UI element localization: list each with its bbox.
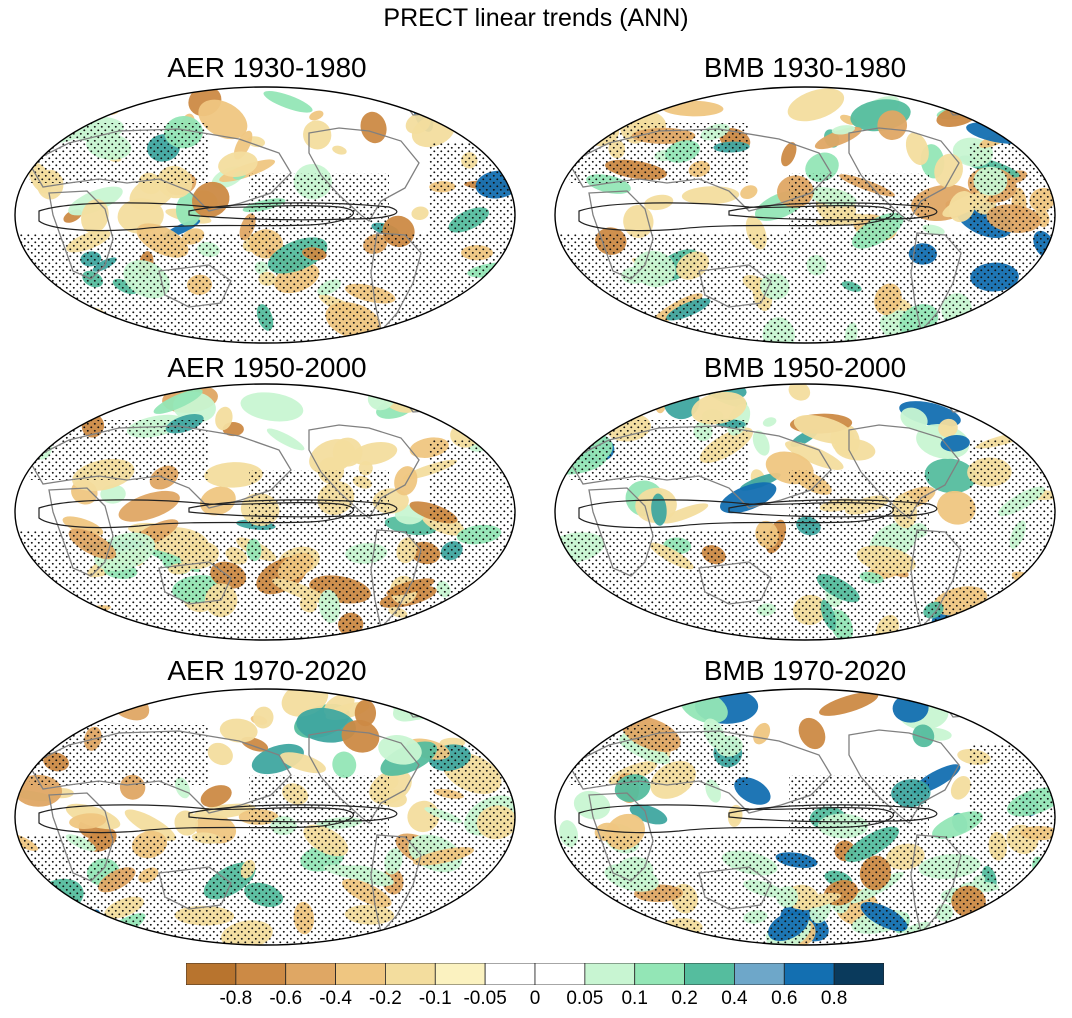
colorbar-swatch [484, 963, 536, 985]
map-panel-bmb-1950-2000 [549, 380, 1061, 644]
panel-title-aer-1930-1980: AER 1930-1980 [167, 52, 367, 83]
colorbar-tick-label: 0.6 [771, 988, 798, 1009]
colorbar-swatch [634, 963, 685, 985]
colorbar-tick-label: 0 [529, 988, 541, 1009]
map-panel-bmb-1970-2020 [549, 685, 1061, 949]
colorbar-tick-label: 0.1 [621, 988, 648, 1009]
colorbar-swatch [385, 963, 436, 985]
colorbar-tick-label: -0.1 [418, 988, 452, 1009]
colorbar-swatch [335, 963, 386, 985]
panel-title-bmb-1950-2000: BMB 1950-2000 [703, 352, 907, 383]
colorbar-tick-label: -0.4 [319, 988, 352, 1009]
colorbar-labels: -0.8 -0.6 -0.4 -0.2 -0.1 -0.05 0 0.05 0.1 0.2 0.4 0… [0, 988, 1072, 1014]
colorbar-swatch [434, 963, 486, 985]
colorbar-swatch [584, 963, 636, 985]
colorbar-tick-label: 0.2 [671, 988, 698, 1009]
colorbar-tick-label: -0.6 [269, 988, 303, 1009]
colorbar-swatch [833, 963, 884, 985]
colorbar-swatch [534, 963, 586, 985]
colorbar-tick-label: 0.05 [566, 988, 604, 1009]
colorbar-swatch [186, 963, 237, 985]
colorbar-tick-label: 0.8 [820, 988, 848, 1009]
colorbar-tick-label: -0.8 [219, 988, 253, 1009]
panel-title-aer-1970-2020: AER 1970-2020 [167, 655, 367, 686]
colorbar-tick-label: -0.05 [463, 988, 507, 1009]
colorbar-swatch [285, 963, 336, 985]
map-panel-aer-1930-1980 [9, 83, 521, 347]
colorbar-swatch [235, 963, 287, 985]
colorbar-swatch [783, 963, 835, 985]
figure-title: PRECT linear trends (ANN) [383, 4, 689, 32]
colorbar-swatch [684, 963, 735, 985]
colorbar-tick-label: 0.4 [721, 988, 748, 1009]
map-panel-bmb-1930-1980 [549, 83, 1061, 347]
colorbar-swatch [734, 963, 785, 985]
panel-title-aer-1950-2000: AER 1950-2000 [167, 352, 367, 383]
panel-title-bmb-1970-2020: BMB 1970-2020 [703, 655, 907, 686]
map-panel-aer-1970-2020 [9, 685, 521, 949]
map-panel-aer-1950-2000 [9, 380, 521, 644]
colorbar [186, 963, 884, 985]
panel-title-bmb-1930-1980: BMB 1930-1980 [703, 52, 907, 83]
colorbar-tick-label: -0.2 [369, 988, 402, 1009]
